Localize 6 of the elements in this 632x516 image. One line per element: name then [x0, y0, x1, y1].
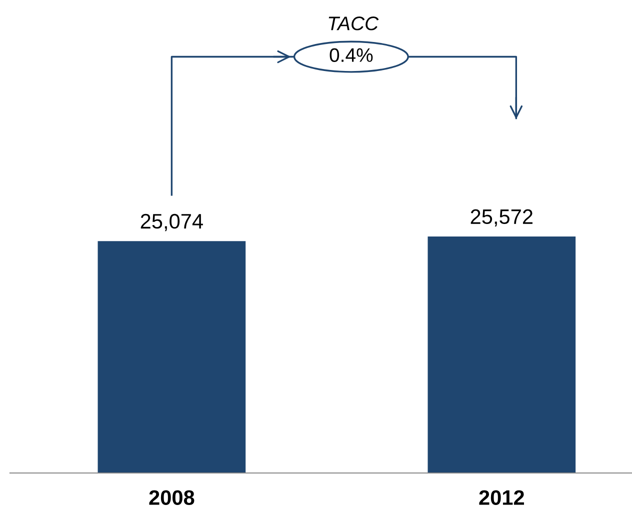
x-tick-label: 2008 — [149, 490, 194, 505]
text: TACC — [328, 16, 379, 30]
data-label: 25,572 — [470, 209, 532, 227]
x-tick-label: 2012 — [479, 490, 524, 505]
text: 0.4% — [330, 48, 373, 62]
data-label: 25,074 — [140, 214, 203, 232]
